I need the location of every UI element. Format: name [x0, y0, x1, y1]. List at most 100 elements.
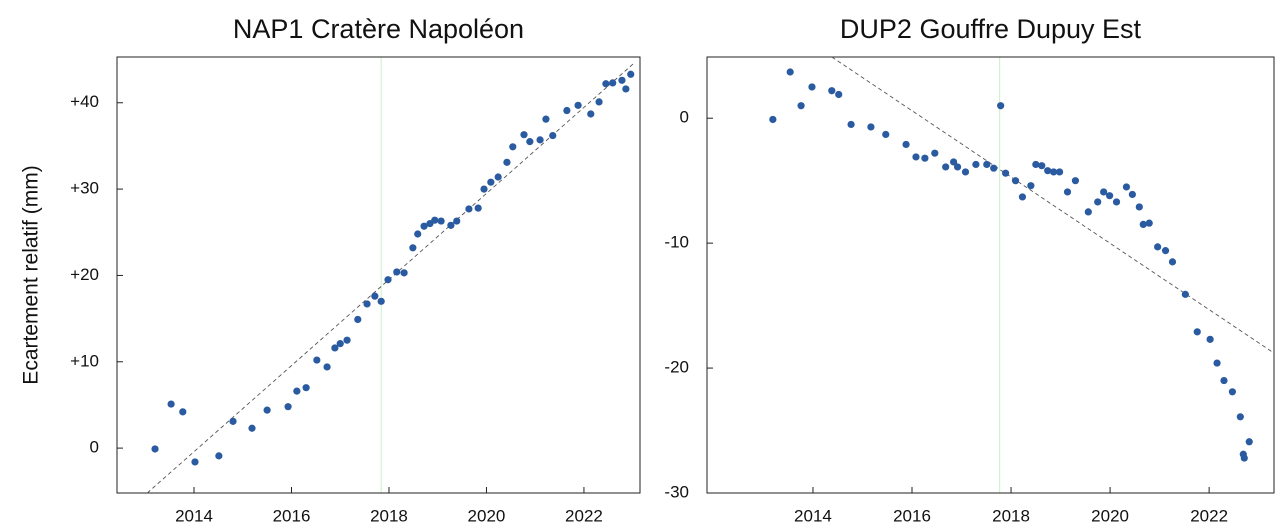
x-tick-label: 2018	[370, 506, 408, 525]
y-tick-label: +40	[70, 92, 99, 111]
data-point	[1050, 168, 1058, 176]
data-point	[997, 102, 1005, 110]
data-point	[563, 106, 571, 115]
data-point	[248, 424, 256, 432]
data-point	[1145, 219, 1153, 227]
data-point	[323, 363, 331, 371]
data-point	[587, 110, 595, 118]
data-point	[151, 445, 159, 453]
data-point	[1128, 190, 1136, 199]
data-point	[1168, 258, 1177, 266]
data-point	[354, 315, 362, 324]
data-point	[950, 158, 958, 166]
data-point	[912, 153, 920, 161]
x-tick-label: 2016	[273, 506, 311, 525]
data-point	[302, 384, 310, 392]
x-tick-label: 2016	[893, 506, 931, 525]
data-point	[377, 297, 385, 305]
data-point	[393, 268, 401, 276]
data-point	[627, 70, 635, 78]
data-point	[229, 417, 237, 425]
data-point	[480, 185, 488, 193]
data-point	[1220, 376, 1228, 385]
x-tick-label: 2018	[992, 506, 1030, 525]
data-point	[602, 80, 610, 88]
data-point	[494, 173, 502, 181]
data-point	[215, 452, 223, 460]
data-point	[942, 163, 950, 171]
data-point	[828, 87, 836, 95]
data-point	[414, 230, 422, 238]
data-point	[465, 205, 473, 213]
y-tick-label: 0	[90, 438, 99, 457]
data-point	[1112, 198, 1121, 206]
data-point	[447, 221, 455, 229]
data-point	[431, 216, 439, 224]
y-tick-label: -20	[664, 358, 689, 377]
data-point	[1154, 243, 1162, 251]
data-point	[263, 406, 271, 414]
data-point	[542, 115, 550, 123]
data-point	[179, 408, 187, 416]
y-tick-label: 0	[680, 108, 689, 127]
data-point	[574, 101, 582, 109]
data-point	[167, 400, 175, 408]
data-point	[808, 83, 816, 91]
data-point	[786, 68, 794, 76]
x-tick-label: 2022	[1190, 506, 1228, 525]
data-point	[622, 85, 630, 93]
x-tick-label: 2014	[175, 506, 213, 525]
y-tick-label: +20	[70, 265, 99, 284]
data-point	[1094, 198, 1102, 206]
data-point	[1055, 168, 1064, 176]
data-point	[769, 115, 777, 124]
data-point	[293, 387, 301, 395]
data-point	[1236, 413, 1244, 421]
data-point	[520, 131, 528, 139]
data-point	[384, 276, 392, 284]
data-point	[474, 204, 482, 212]
data-point	[1139, 220, 1147, 229]
data-point	[1071, 177, 1080, 185]
data-point	[343, 336, 351, 344]
data-point	[961, 168, 970, 176]
data-point	[953, 163, 962, 171]
data-point	[835, 90, 843, 99]
data-point	[1100, 188, 1108, 196]
data-point	[972, 160, 980, 169]
data-point	[549, 131, 557, 140]
data-point	[1011, 177, 1020, 185]
x-tick-label: 2020	[468, 506, 506, 525]
data-point	[1027, 182, 1035, 190]
data-point	[921, 154, 929, 162]
x-tick-label: 2020	[1091, 506, 1129, 525]
data-point	[336, 340, 344, 348]
data-point	[437, 217, 445, 225]
data-point	[882, 130, 890, 139]
data-point	[797, 102, 805, 110]
data-point	[847, 120, 855, 129]
data-point	[284, 403, 292, 411]
data-point	[618, 76, 626, 84]
data-point	[1206, 335, 1214, 343]
data-point	[1228, 388, 1237, 396]
data-point	[1105, 192, 1114, 200]
data-point	[1063, 188, 1072, 196]
data-point	[1122, 183, 1131, 191]
data-point	[1193, 328, 1201, 336]
data-point	[1161, 247, 1170, 255]
y-axis-label: Ecartement relatif (mm)	[20, 165, 43, 384]
data-point	[1002, 169, 1010, 177]
data-point	[1032, 160, 1040, 169]
data-point	[983, 160, 991, 169]
data-point	[1044, 167, 1052, 175]
data-point	[931, 149, 939, 157]
y-tick-label: -10	[664, 233, 689, 252]
data-point	[1213, 359, 1221, 367]
data-point	[400, 269, 408, 277]
data-point	[1240, 454, 1248, 462]
y-tick-label: -30	[664, 482, 689, 501]
data-point	[595, 98, 603, 106]
data-point	[453, 217, 461, 225]
